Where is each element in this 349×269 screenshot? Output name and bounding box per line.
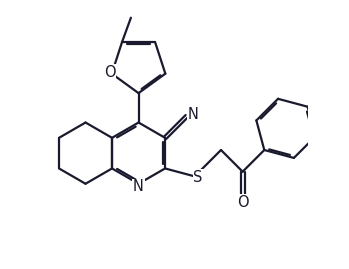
Text: S: S [193,170,203,185]
Text: N: N [187,107,198,122]
Text: O: O [104,65,116,80]
Text: N: N [133,179,144,194]
Text: O: O [237,195,248,210]
